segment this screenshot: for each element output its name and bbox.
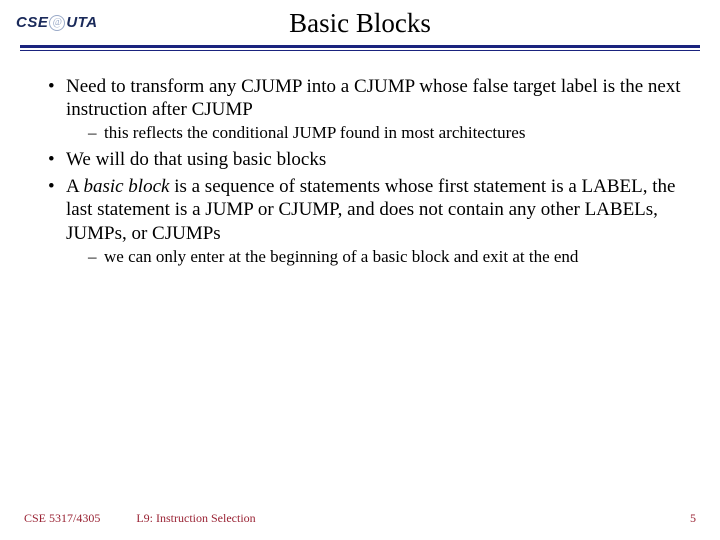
bullet-list: Need to transform any CJUMP into a CJUMP…	[30, 75, 690, 268]
footer-lecture: L9: Instruction Selection	[136, 511, 255, 526]
slide-header: CSE @ UTA Basic Blocks	[0, 0, 720, 57]
footer-left: CSE 5317/4305 L9: Instruction Selection	[24, 511, 256, 526]
footer-course: CSE 5317/4305	[24, 511, 100, 526]
slide-title: Basic Blocks	[20, 8, 700, 45]
bullet-1-sub: this reflects the conditional JUMP found…	[88, 123, 690, 144]
bullet-3-sub: we can only enter at the beginning of a …	[88, 247, 690, 268]
bullet-1: Need to transform any CJUMP into a CJUMP…	[48, 75, 690, 144]
slide-footer: CSE 5317/4305 L9: Instruction Selection …	[0, 511, 720, 526]
logo: CSE @ UTA	[16, 14, 98, 31]
bullet-1-sublist: this reflects the conditional JUMP found…	[66, 123, 690, 144]
bullet-3-em: basic block	[83, 176, 169, 197]
bullet-1-text: Need to transform any CJUMP into a CJUMP…	[66, 76, 681, 120]
divider-thick	[20, 45, 700, 48]
logo-at-icon: @	[49, 15, 65, 31]
footer-page: 5	[690, 511, 696, 526]
divider-thin	[20, 50, 700, 51]
logo-left: CSE	[16, 14, 48, 31]
bullet-3-pre: A	[66, 176, 83, 197]
slide-content: Need to transform any CJUMP into a CJUMP…	[0, 57, 720, 268]
bullet-3: A basic block is a sequence of statement…	[48, 175, 690, 267]
bullet-3-sublist: we can only enter at the beginning of a …	[66, 247, 690, 268]
bullet-2: We will do that using basic blocks	[48, 148, 690, 171]
logo-right: UTA	[66, 14, 97, 31]
